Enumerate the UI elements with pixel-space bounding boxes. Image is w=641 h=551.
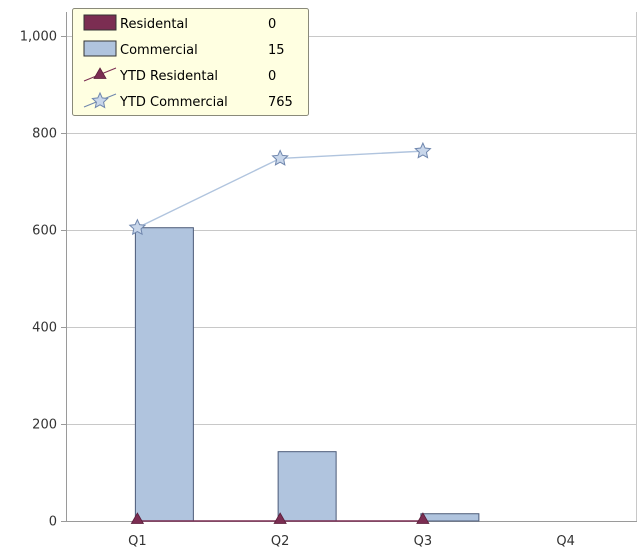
legend-value: 0: [268, 17, 276, 32]
legend-label: Commercial: [120, 43, 198, 58]
bar-commercial: [420, 513, 480, 522]
y-tick-label: 600: [32, 224, 57, 239]
y-tick-label: 200: [32, 418, 57, 433]
legend-swatch-commercial: [83, 40, 117, 57]
y-tick-label: 1,000: [20, 30, 57, 45]
point-ytd-commercial: [128, 218, 147, 236]
legend-marker-ytd-commercial: [91, 91, 109, 109]
y-tick-label: 800: [32, 127, 57, 142]
point-ytd-residental: [273, 512, 287, 524]
legend-label: Residental: [120, 17, 188, 32]
x-tick-label: Q1: [128, 534, 147, 549]
legend: Residental 0 Commercial 15 YTD Residental 0 YT…: [72, 8, 309, 116]
legend-swatch-residental: [83, 14, 117, 31]
bar-commercial: [134, 227, 194, 522]
x-tick-label: Q4: [556, 534, 575, 549]
point-ytd-residental: [130, 512, 145, 524]
point-ytd-commercial: [271, 149, 289, 166]
bar-commercial: [277, 451, 337, 522]
legend-label: YTD Residental: [119, 69, 218, 84]
x-tick-label: Q2: [271, 534, 290, 549]
legend-value: 765: [268, 95, 293, 110]
x-tick-label: Q3: [414, 534, 433, 549]
y-tick-label: 0: [49, 515, 57, 530]
point-ytd-residental: [416, 512, 430, 524]
legend-value: 0: [268, 69, 276, 84]
legend-value: 15: [268, 43, 285, 58]
legend-label: YTD Commercial: [119, 95, 228, 110]
legend-box: [72, 8, 309, 116]
y-tick-label: 400: [32, 321, 57, 336]
legend-marker-ytd-residental: [93, 67, 107, 79]
point-ytd-commercial: [414, 141, 432, 159]
